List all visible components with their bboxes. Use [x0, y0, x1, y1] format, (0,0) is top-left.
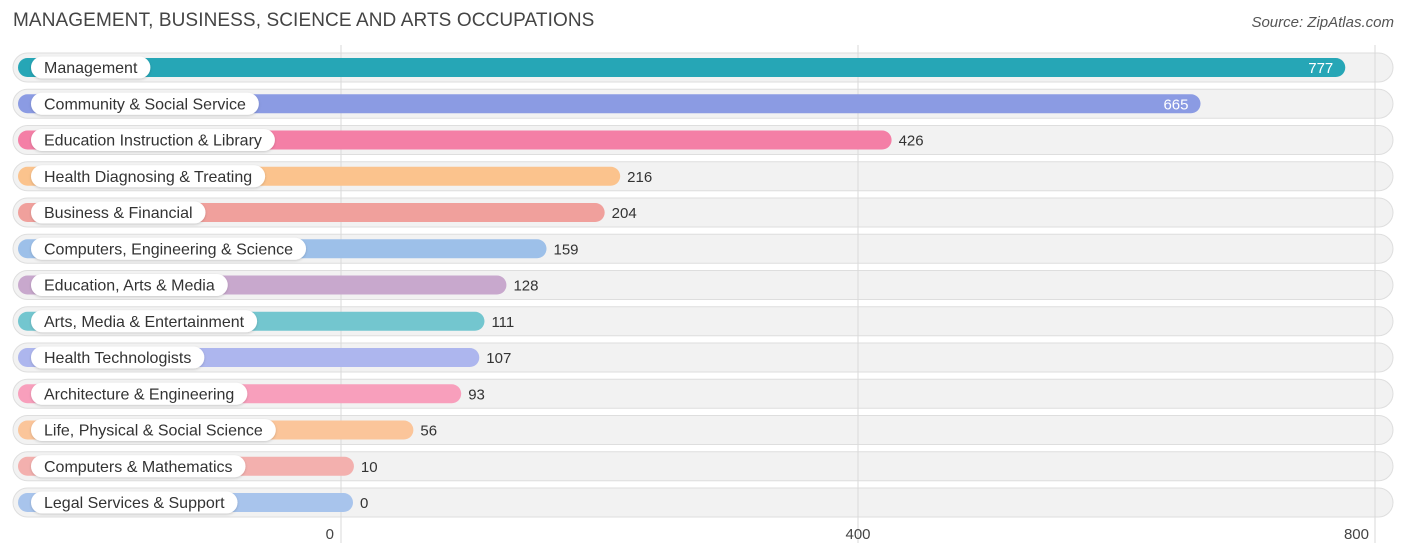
category-label: Arts, Media & Entertainment — [44, 314, 245, 331]
category-label-pill — [31, 165, 266, 188]
bar-track — [12, 487, 1394, 518]
value-label: 665 — [1163, 96, 1188, 113]
category-label: Education Instruction & Library — [44, 133, 262, 150]
value-label: 111 — [491, 314, 514, 331]
category-label-pill — [31, 274, 228, 296]
category-label: Computers & Mathematics — [44, 459, 233, 476]
value-label: 204 — [612, 205, 637, 222]
category-label-pill — [31, 346, 205, 369]
category-label-pill — [31, 56, 151, 79]
x-tick-label: 800 — [1344, 526, 1369, 543]
category-label: Life, Physical & Social Science — [44, 423, 263, 440]
category-label-pill — [31, 382, 248, 405]
bar-track — [12, 451, 1394, 482]
category-label-pill — [31, 491, 238, 514]
value-label: 777 — [1308, 60, 1333, 77]
bar — [18, 94, 1201, 114]
value-label: 216 — [627, 169, 652, 186]
category-label: Legal Services & Support — [44, 495, 225, 512]
category-label-pill — [31, 419, 276, 441]
category-label: Education, Arts & Media — [44, 278, 215, 295]
chart-source: Source: ZipAtlas.com — [1251, 14, 1394, 31]
category-label-pill — [31, 92, 259, 115]
value-label: 0 — [360, 495, 368, 512]
bar — [18, 58, 1346, 77]
value-label: 159 — [554, 241, 579, 258]
category-label: Architecture & Engineering — [44, 386, 234, 403]
x-tick-label: 0 — [326, 526, 334, 543]
category-label-pill — [31, 310, 258, 333]
category-label-pill — [31, 129, 275, 151]
value-label: 10 — [361, 459, 378, 476]
category-label: Health Diagnosing & Treating — [44, 169, 252, 186]
chart-title: MANAGEMENT, BUSINESS, SCIENCE AND ARTS O… — [13, 10, 595, 31]
category-label: Business & Financial — [44, 205, 193, 222]
value-label: 107 — [486, 350, 511, 367]
value-label: 426 — [899, 133, 924, 150]
category-label-pill — [31, 455, 246, 478]
category-label: Management — [44, 60, 138, 77]
category-label: Computers, Engineering & Science — [44, 241, 293, 258]
category-label-pill — [31, 201, 206, 224]
value-label: 128 — [513, 278, 538, 295]
x-tick-label: 400 — [845, 526, 870, 543]
category-label: Community & Social Service — [44, 96, 246, 113]
value-label: 56 — [420, 423, 437, 440]
value-label: 93 — [468, 386, 485, 403]
category-label: Health Technologists — [44, 350, 191, 367]
category-label-pill — [31, 237, 307, 260]
